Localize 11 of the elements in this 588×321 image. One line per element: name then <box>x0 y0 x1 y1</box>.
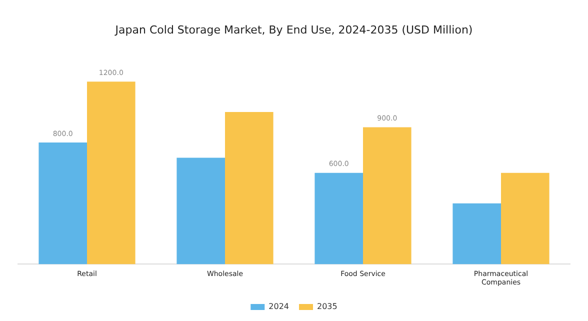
bar <box>452 203 501 264</box>
bar <box>314 172 363 264</box>
bar <box>87 82 136 264</box>
bar <box>176 158 225 264</box>
bar <box>363 127 412 264</box>
legend-label: 2024 <box>268 302 289 312</box>
legend-label: 2035 <box>317 302 338 312</box>
bar <box>225 112 274 264</box>
chart-title: Japan Cold Storage Market, By End Use, 2024-2035 (USD Million) <box>114 23 473 36</box>
bar <box>38 142 87 264</box>
bar <box>501 172 550 264</box>
